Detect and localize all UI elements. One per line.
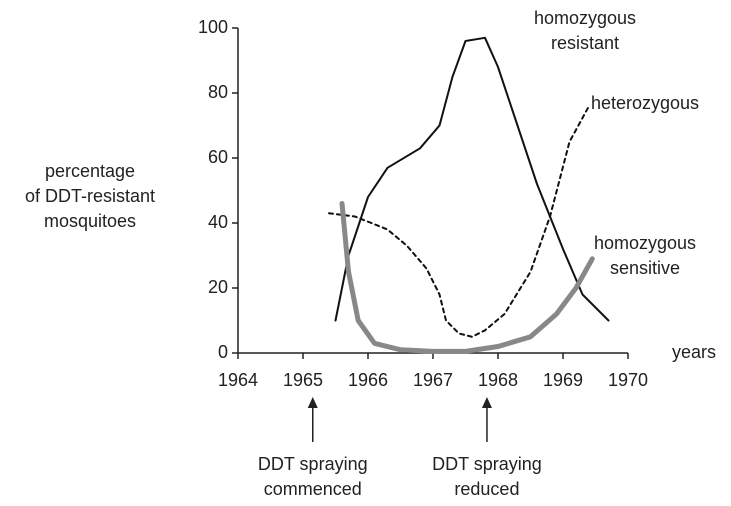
y-tick-label: 60 — [208, 147, 228, 167]
y-axis-label: mosquitoes — [44, 211, 136, 231]
x-tick-label: 1969 — [543, 370, 583, 390]
x-axis-label: years — [672, 342, 716, 362]
series-line — [328, 105, 590, 338]
x-tick-label: 1966 — [348, 370, 388, 390]
series-label: homozygous resistant — [533, 8, 637, 53]
annotation-arrowhead — [307, 397, 318, 408]
x-tick-label: 1970 — [608, 370, 648, 390]
x-tick-label: 1965 — [283, 370, 323, 390]
y-tick-label: 0 — [218, 342, 228, 362]
y-tick-label: 100 — [198, 17, 228, 37]
y-axis-label: of DDT-resistant — [25, 186, 155, 206]
y-tick-label: 20 — [208, 277, 228, 297]
x-tick-label: 1968 — [478, 370, 518, 390]
y-axis-label: percentage — [45, 161, 135, 181]
y-tick-label: 40 — [208, 212, 228, 232]
series-label: homozygous sensitive — [593, 233, 697, 278]
y-tick-label: 80 — [208, 82, 228, 102]
x-tick-label: 1964 — [218, 370, 258, 390]
series-label: heterozygous — [590, 93, 700, 113]
annotation-arrowhead — [481, 397, 492, 408]
annotation: DDT spraying reduced — [432, 454, 542, 499]
annotation: DDT spraying commenced — [257, 454, 368, 499]
series-line — [339, 201, 595, 354]
series-line — [334, 36, 610, 322]
x-tick-label: 1967 — [413, 370, 453, 390]
